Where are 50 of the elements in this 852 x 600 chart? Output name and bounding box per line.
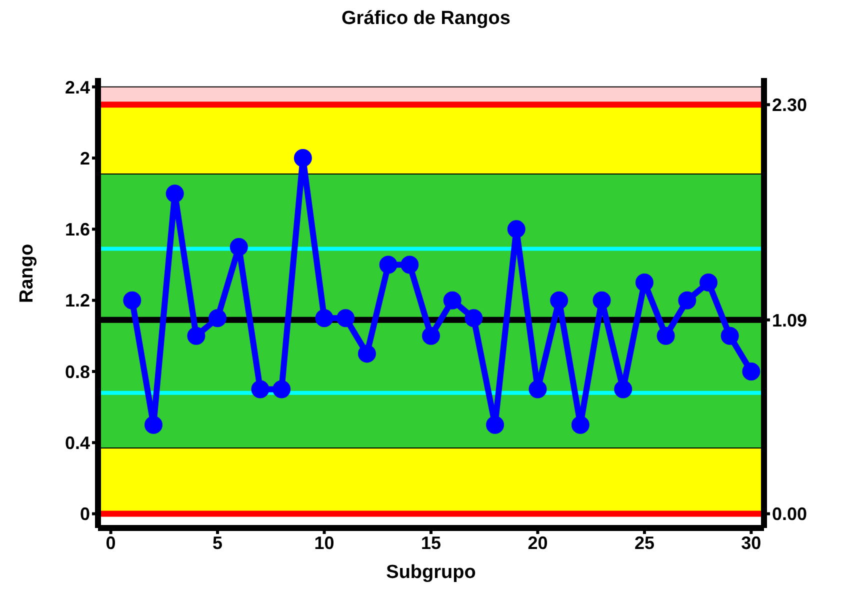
x-tick-label: 10 [314, 532, 334, 553]
point [720, 326, 739, 345]
y-tick-label: 1.6 [64, 220, 90, 240]
point [187, 326, 206, 345]
point [336, 309, 355, 328]
point [422, 326, 440, 345]
point [379, 256, 398, 274]
point [635, 274, 654, 292]
x-axis-title: Subgrupo [386, 562, 476, 583]
point [742, 362, 760, 380]
y-tick-label: 1.2 [64, 290, 90, 311]
point [528, 380, 547, 398]
point [464, 309, 483, 328]
point [315, 309, 334, 328]
point [656, 326, 675, 345]
point [550, 291, 568, 310]
x-tick-label: 25 [634, 532, 654, 553]
point [294, 149, 312, 168]
point [123, 291, 142, 310]
point [507, 220, 526, 238]
y2-tick-label: 2.30 [772, 95, 808, 116]
point [678, 291, 696, 310]
y-tick-label: 2.4 [64, 77, 90, 98]
point [592, 291, 611, 310]
point [208, 309, 227, 328]
point [571, 416, 590, 434]
y-tick-label: 0.8 [64, 362, 90, 382]
y-axis-title: Rango [16, 244, 38, 303]
y-tick-label: 0 [80, 504, 90, 524]
point [166, 184, 184, 203]
point [251, 380, 270, 398]
x-tick-label: 30 [741, 532, 762, 553]
point [358, 344, 376, 363]
point [443, 291, 462, 310]
y-tick-label: 0.4 [64, 433, 90, 454]
point [272, 380, 291, 398]
point [486, 416, 504, 434]
x-tick-label: 15 [420, 532, 442, 553]
x-tick-label: 0 [106, 532, 116, 553]
x-tick-label: 20 [528, 532, 548, 553]
point [400, 256, 419, 274]
y2-tick-label: 1.09 [772, 310, 808, 330]
x-tick-label: 5 [212, 532, 223, 553]
point [614, 380, 632, 398]
point [230, 238, 248, 256]
point [700, 274, 718, 292]
point [144, 416, 162, 434]
y2-tick-label: 0.00 [772, 504, 808, 524]
chart-title: Gráfico de Rangos [340, 8, 512, 31]
y-tick-label: 2 [80, 148, 90, 168]
